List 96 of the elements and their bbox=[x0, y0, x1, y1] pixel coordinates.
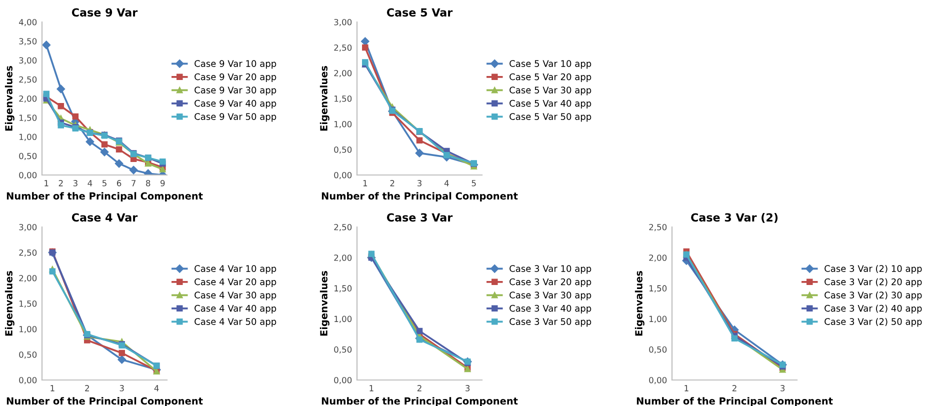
y-tick-label: 1,00 bbox=[20, 134, 37, 141]
x-axis-title: Number of the Principal Component bbox=[322, 192, 518, 202]
x-tick-label: 2 bbox=[390, 180, 394, 186]
y-tick-label: 0,00 bbox=[649, 376, 667, 384]
legend-label: Case 9 Var 40 app bbox=[194, 100, 276, 108]
y-tick-label: 0,50 bbox=[19, 152, 37, 160]
y-tick-label: 2,00 bbox=[649, 254, 667, 262]
legend-label: Case 9 Var 30 app bbox=[194, 86, 276, 96]
x-axis-title: Number of the Principal Component bbox=[6, 192, 203, 202]
legend-label: Case 3 Var 20 app bbox=[510, 278, 592, 287]
legend-label: Case 5 Var 10 app bbox=[510, 60, 592, 69]
x-tick-label: 9 bbox=[160, 180, 165, 186]
legend-label: Case 4 Var 50 app bbox=[194, 318, 276, 327]
chart-title: Case 5 Var bbox=[386, 8, 453, 17]
x-tick-label: 5 bbox=[102, 180, 106, 186]
x-tick-label: 1 bbox=[370, 385, 374, 392]
y-tick-label: 2,50 bbox=[649, 224, 667, 232]
chart-title: Case 3 Var (2) bbox=[691, 213, 778, 223]
x-tick-label: 4 bbox=[154, 385, 159, 392]
y-axis-title: Eigenvalues bbox=[4, 66, 14, 131]
legend-label: Case 3 Var 30 app bbox=[510, 292, 592, 300]
legend-label: Case 4 Var 10 app bbox=[194, 265, 276, 274]
legend-label: Case 3 Var 50 app bbox=[510, 318, 592, 327]
x-tick-label: 2 bbox=[417, 385, 422, 392]
legend-label: Case 9 Var 20 app bbox=[194, 73, 276, 82]
y-tick-label: 1,00 bbox=[334, 120, 352, 128]
chart-title: Case 4 Var bbox=[72, 213, 138, 222]
y-tick-label: 0,00 bbox=[19, 172, 37, 180]
legend-label: Case 3 Var (2) 30 app bbox=[824, 291, 922, 300]
legend-label: Case 3 Var 40 app bbox=[510, 304, 592, 314]
y-tick-label: 1,00 bbox=[20, 326, 37, 334]
chart-title: Case 9 Var bbox=[72, 8, 138, 17]
y-tick-label: 0,00 bbox=[334, 172, 352, 180]
x-tick-label: 4 bbox=[444, 180, 449, 186]
y-tick-label: 0,50 bbox=[334, 146, 352, 154]
y-tick-label: 1,00 bbox=[650, 316, 667, 323]
y-tick-label: 1,50 bbox=[20, 114, 37, 122]
legend-label: Case 3 Var (2) 50 app bbox=[824, 318, 922, 327]
y-tick-label: 2,50 bbox=[19, 76, 37, 84]
legend-label: Case 3 Var 10 app bbox=[510, 265, 592, 274]
x-tick-label: 3 bbox=[780, 385, 785, 392]
y-tick-label: 3,00 bbox=[19, 57, 37, 64]
y-tick-label: 1,00 bbox=[334, 316, 352, 323]
legend-label: Case 5 Var 40 app bbox=[510, 100, 592, 108]
y-tick-label: 1,50 bbox=[334, 95, 352, 103]
x-tick-label: 3 bbox=[73, 180, 78, 186]
x-tick-label: 1 bbox=[363, 180, 368, 186]
legend-label: Case 5 Var 20 app bbox=[510, 73, 592, 82]
y-axis-title: Eigenvalues bbox=[320, 270, 330, 336]
x-tick-label: 8 bbox=[146, 180, 150, 186]
y-axis-title: Eigenvalues bbox=[4, 270, 14, 336]
y-tick-label: 1,50 bbox=[334, 285, 352, 292]
x-tick-label: 3 bbox=[466, 385, 470, 392]
y-tick-label: 3,00 bbox=[19, 224, 37, 232]
y-axis-title: Eigenvalues bbox=[320, 66, 330, 131]
x-tick-label: 2 bbox=[58, 180, 63, 186]
legend-label: Case 5 Var 50 app bbox=[510, 113, 592, 122]
x-tick-label: 6 bbox=[116, 180, 122, 186]
chart-title: Case 3 Var bbox=[386, 213, 453, 222]
y-tick-label: 3,50 bbox=[19, 38, 37, 46]
y-tick-label: 0,50 bbox=[649, 346, 667, 354]
y-tick-label: 2,50 bbox=[334, 44, 352, 52]
legend-label: Case 3 Var (2) 20 app bbox=[824, 278, 922, 287]
x-tick-label: 3 bbox=[120, 385, 124, 392]
y-tick-label: 0,00 bbox=[19, 376, 37, 384]
x-tick-label: 4 bbox=[88, 180, 92, 186]
legend-label: Case 3 Var (2) 40 app bbox=[824, 304, 922, 314]
y-tick-label: 2,00 bbox=[19, 95, 37, 103]
x-tick-label: 7 bbox=[132, 180, 136, 186]
y-tick-label: 2,00 bbox=[19, 274, 37, 282]
legend-label: Case 5 Var 30 app bbox=[510, 86, 592, 96]
y-tick-label: 0,50 bbox=[19, 351, 37, 359]
legend-label: Case 9 Var 50 app bbox=[194, 113, 276, 122]
legend-label: Case 3 Var (2) 10 app bbox=[824, 264, 922, 274]
x-tick-label: 2 bbox=[85, 385, 89, 392]
y-tick-label: 0,50 bbox=[334, 346, 352, 354]
y-tick-label: 2,00 bbox=[334, 254, 352, 262]
y-tick-label: 0,00 bbox=[334, 376, 352, 384]
y-tick-label: 2,50 bbox=[334, 224, 352, 232]
legend-label: Case 9 Var 10 app bbox=[194, 60, 276, 69]
y-tick-label: 3,00 bbox=[334, 18, 352, 26]
y-tick-label: 2,50 bbox=[19, 249, 37, 257]
x-tick-label: 5 bbox=[472, 180, 476, 186]
x-tick-label: 3 bbox=[417, 180, 422, 186]
y-tick-label: 4,00 bbox=[18, 18, 37, 26]
y-axis-title: Eigenvalues bbox=[634, 270, 644, 336]
x-tick-label: 1 bbox=[684, 385, 688, 392]
legend-label: Case 4 Var 30 app bbox=[194, 292, 276, 300]
x-tick-label: 1 bbox=[50, 385, 54, 392]
y-tick-label: 1,50 bbox=[650, 285, 667, 292]
y-tick-label: 2,00 bbox=[334, 70, 352, 78]
x-tick-label: 1 bbox=[44, 180, 48, 186]
legend-label: Case 4 Var 20 app bbox=[194, 278, 276, 287]
x-tick-label: 2 bbox=[732, 385, 736, 392]
legend-label: Case 4 Var 40 app bbox=[194, 304, 276, 314]
y-tick-label: 1,50 bbox=[20, 300, 37, 308]
